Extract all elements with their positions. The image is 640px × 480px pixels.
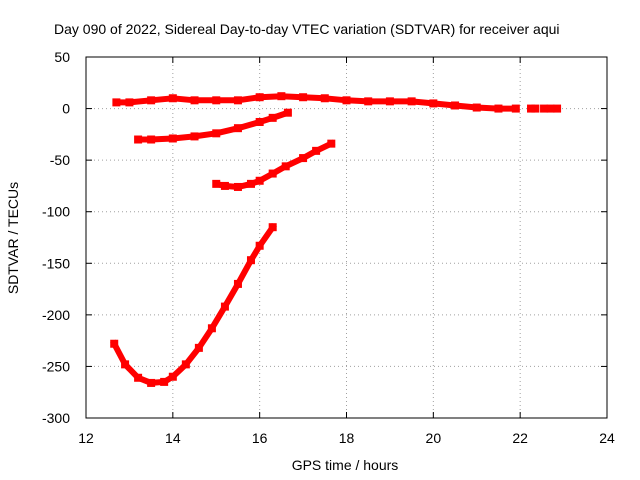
series-arc-2 xyxy=(134,108,292,144)
data-point xyxy=(531,104,540,113)
data-point xyxy=(312,146,321,155)
data-point xyxy=(134,135,143,144)
y-tick-label: -300 xyxy=(42,410,70,426)
data-point xyxy=(181,360,190,369)
data-point xyxy=(527,104,536,113)
data-point xyxy=(112,98,121,107)
data-point xyxy=(494,104,503,113)
grid xyxy=(86,57,607,418)
data-point xyxy=(268,223,277,232)
data-point xyxy=(233,279,242,288)
series-arc-4 xyxy=(110,223,277,387)
data-point xyxy=(212,96,221,105)
data-point xyxy=(134,373,143,382)
data-point xyxy=(299,93,308,102)
chart-title: Day 090 of 2022, Sidereal Day-to-day VTE… xyxy=(54,21,560,37)
data-point xyxy=(220,302,229,311)
x-tick-label: 22 xyxy=(512,430,528,446)
data-point xyxy=(429,99,438,108)
y-tick-label: -150 xyxy=(42,255,70,271)
data-point xyxy=(147,135,156,144)
data-point xyxy=(281,162,290,171)
data-point xyxy=(385,97,394,106)
data-point xyxy=(299,154,308,163)
y-tick-label: 0 xyxy=(62,101,70,117)
data-point xyxy=(320,94,329,103)
series-line xyxy=(212,139,336,190)
y-tick-label: -50 xyxy=(50,152,70,168)
data-point xyxy=(407,97,416,106)
series-arc-1-tail xyxy=(527,104,562,113)
x-tick-label: 20 xyxy=(426,430,442,446)
x-tick-label: 24 xyxy=(599,430,615,446)
data-series xyxy=(110,92,562,387)
data-point xyxy=(220,181,229,190)
data-point xyxy=(540,104,549,113)
data-point xyxy=(147,378,156,387)
data-point xyxy=(121,360,130,369)
data-point xyxy=(255,93,264,102)
data-point xyxy=(212,129,221,138)
data-point xyxy=(147,96,156,105)
data-point xyxy=(233,182,242,191)
data-point xyxy=(190,132,199,141)
data-point xyxy=(327,139,336,148)
y-tick-label: -100 xyxy=(42,204,70,220)
y-tick-label: -200 xyxy=(42,307,70,323)
data-point xyxy=(168,94,177,103)
data-point xyxy=(546,104,555,113)
series-arc-3 xyxy=(212,139,336,191)
data-point xyxy=(342,96,351,105)
x-axis-label: GPS time / hours xyxy=(292,457,399,473)
data-point xyxy=(160,377,169,386)
x-tick-label: 14 xyxy=(165,430,181,446)
data-point xyxy=(364,97,373,106)
data-point xyxy=(168,134,177,143)
data-point xyxy=(255,117,264,126)
data-point xyxy=(110,339,119,348)
data-point xyxy=(212,179,221,188)
data-point xyxy=(255,241,264,250)
data-point xyxy=(190,96,199,105)
data-point xyxy=(168,372,177,381)
data-point xyxy=(233,124,242,133)
data-point xyxy=(553,104,562,113)
data-point xyxy=(268,113,277,122)
data-point xyxy=(255,176,264,185)
series-line xyxy=(110,223,277,386)
x-tick-label: 12 xyxy=(78,430,94,446)
data-point xyxy=(268,169,277,178)
data-point xyxy=(277,92,286,101)
x-tick-label: 16 xyxy=(252,430,268,446)
y-tick-label: -250 xyxy=(42,358,70,374)
data-point xyxy=(207,324,216,333)
data-point xyxy=(233,96,242,105)
data-point xyxy=(246,179,255,188)
series-arc-1 xyxy=(112,92,520,113)
data-point xyxy=(472,103,481,112)
data-point xyxy=(283,108,292,117)
x-tick-label: 18 xyxy=(339,430,355,446)
data-point xyxy=(511,104,520,113)
data-point xyxy=(451,101,460,110)
y-axis-label: SDTVAR / TECUs xyxy=(5,182,21,294)
data-point xyxy=(246,256,255,265)
y-tick-label: 50 xyxy=(54,49,70,65)
data-point xyxy=(194,343,203,352)
axis-ticks: 12 14 16 18 20 22 24 50 0 -50 -100 -150 -200 -250 -300 xyxy=(42,49,615,446)
data-point xyxy=(125,98,134,107)
